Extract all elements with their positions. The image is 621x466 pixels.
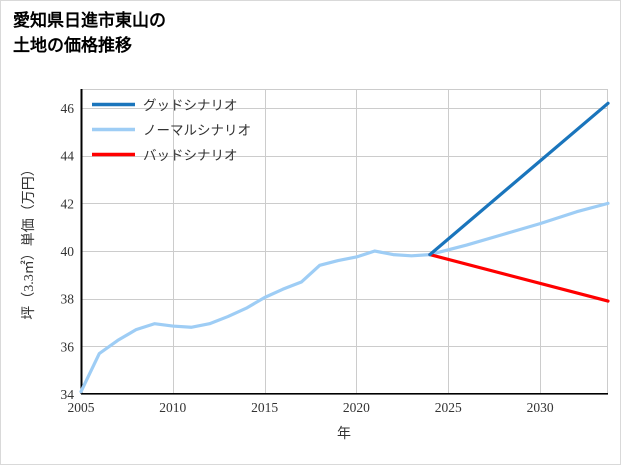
legend-item-good-scenario[interactable]: グッドシナリオ: [92, 98, 238, 113]
x-tick-label: 2015: [251, 400, 278, 415]
legend-label-good-scenario: グッドシナリオ: [143, 98, 238, 113]
y-tick-label: 34: [61, 387, 75, 402]
x-tick-label: 2030: [527, 400, 554, 415]
y-tick-label: 44: [61, 149, 75, 164]
x-tick-label: 2025: [435, 400, 462, 415]
plot-area-background: [81, 89, 608, 394]
x-axis-title: 年: [337, 426, 351, 442]
x-tick-label: 2020: [343, 400, 370, 415]
y-axis-title: 坪（3.3㎡）単価（万円）: [21, 162, 37, 320]
x-tick-label: 2005: [68, 400, 95, 415]
vertical-gridlines: [173, 89, 541, 394]
legend-item-bad-scenario[interactable]: バッドシナリオ: [92, 148, 238, 163]
horizontal-gridlines: [81, 108, 608, 395]
series-line-good-scenario: [428, 101, 610, 257]
y-axis-tick-labels: 34 36 38 40 42 44 46: [61, 101, 75, 402]
x-tick-label: 2010: [159, 400, 186, 415]
legend-label-normal-scenario: ノーマルシナリオ: [143, 123, 251, 138]
series-line-bad-scenario: [428, 253, 610, 303]
page-title: 愛知県日進市東山の 土地の価格推移: [13, 11, 166, 55]
legend-item-normal-scenario[interactable]: ノーマルシナリオ: [92, 123, 251, 138]
series-line-normal-scenario: [79, 201, 610, 394]
y-tick-label: 46: [61, 101, 75, 116]
y-tick-label: 36: [61, 339, 75, 354]
x-axis-tick-labels: 2005 2010 2015 2020 2025 2030: [68, 400, 554, 415]
y-tick-label: 42: [61, 196, 75, 211]
y-tick-label: 38: [61, 292, 75, 307]
chart-legend: グッドシナリオ ノーマルシナリオ バッドシナリオ: [92, 98, 251, 163]
legend-label-bad-scenario: バッドシナリオ: [143, 148, 238, 163]
y-tick-label: 40: [61, 244, 75, 259]
